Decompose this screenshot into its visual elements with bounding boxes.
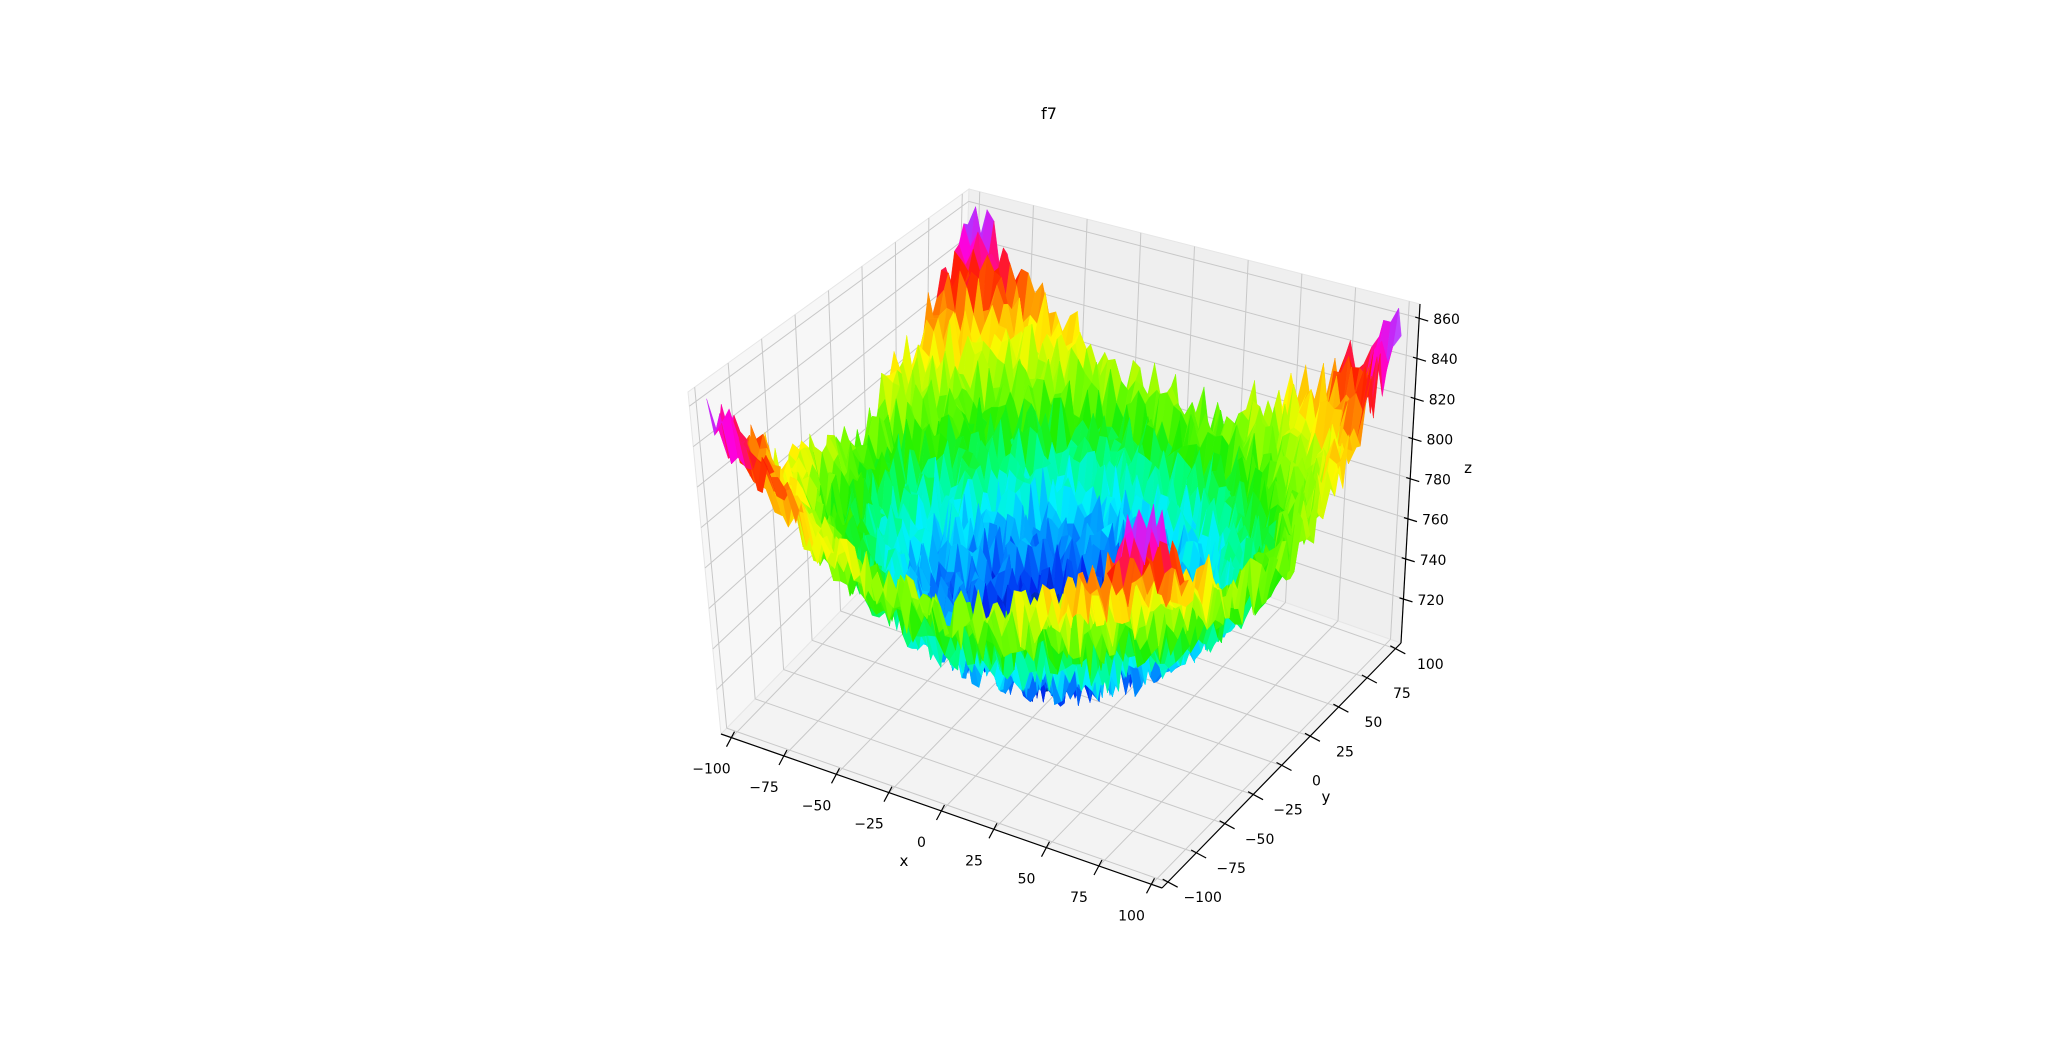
surface [706, 206, 1402, 708]
grid-line-y-floor [754, 698, 1197, 854]
grid-line-y-floor [783, 669, 1225, 825]
tick-labels: −100 −75 −50 −25 0 25 50 75 100 −100 −75 −50 −25 0 25 5… [692, 312, 1460, 924]
y-tick-mark [1361, 674, 1378, 684]
y-tick-mark [1276, 761, 1292, 772]
z-tick-mark [1410, 396, 1424, 402]
y-tick-label: −100 [1183, 890, 1221, 906]
z-tick-label: 800 [1426, 432, 1453, 448]
x-tick-label: −25 [854, 817, 884, 833]
axis-lines [720, 303, 1429, 894]
x-tick-mark [830, 768, 841, 784]
y-tick-mark [1390, 645, 1406, 655]
y-tick-mark [1247, 791, 1264, 801]
x-tick-mark [935, 804, 946, 821]
z-tick-mark [1403, 517, 1418, 523]
x-tick-label: −100 [692, 762, 730, 778]
y-axis-label: y [1322, 788, 1331, 806]
grid-line-z-left [689, 200, 969, 407]
y-tick-label: −50 [1245, 832, 1275, 848]
z-tick-mark [1399, 597, 1413, 603]
x-tick-label: −75 [749, 780, 779, 796]
x-tick-mark [778, 749, 788, 766]
x-tick-mark [883, 786, 893, 802]
y-tick-mark [1333, 703, 1349, 713]
grid-line-y-floor [811, 639, 1254, 796]
x-tick-label: −50 [802, 798, 832, 814]
y-tick-label: −25 [1273, 803, 1303, 819]
z-tick-label: 820 [1429, 392, 1456, 408]
x-tick-label: 75 [1070, 890, 1088, 906]
z-axis-line [1400, 303, 1421, 644]
surface-facet [1143, 504, 1154, 562]
x-tick-label: 100 [1118, 908, 1145, 924]
z-tick-label: 720 [1417, 593, 1444, 609]
y-tick-label: 25 [1336, 744, 1354, 760]
grid-line-x-wall [1390, 301, 1410, 640]
grid-line-z-left [692, 236, 968, 448]
z-tick-label: 780 [1424, 473, 1451, 489]
z-tick-label: 760 [1422, 513, 1449, 529]
y-tick-label: 75 [1393, 686, 1411, 702]
grid-line-z-back [968, 200, 1420, 319]
z-tick-label: 840 [1431, 352, 1458, 368]
x-tick-label: 50 [1018, 872, 1036, 888]
z-axis-label: z [1464, 459, 1472, 477]
y-tick-label: 50 [1364, 715, 1382, 731]
z-tick-label: 860 [1433, 312, 1460, 328]
z-tick-mark [1401, 557, 1415, 563]
x-tick-label: 25 [965, 853, 983, 869]
y-tick-mark [1304, 732, 1321, 742]
x-tick-mark [1093, 859, 1103, 876]
x-tick-mark [988, 823, 998, 839]
y-tick-mark [1219, 820, 1235, 830]
chart-title: f7 [1041, 104, 1057, 123]
y-tick-mark [1190, 849, 1207, 859]
x-tick-label: 0 [917, 835, 926, 851]
z-tick-mark [1406, 476, 1420, 483]
z-tick-mark [1415, 316, 1429, 322]
z-tick-mark [1412, 356, 1427, 362]
x-tick-mark [725, 731, 736, 747]
y-tick-mark [1162, 878, 1178, 888]
z-tick-label: 740 [1420, 553, 1447, 569]
grid-line-z-back [967, 236, 1418, 359]
y-tick-label: −75 [1216, 861, 1246, 877]
x-tick-mark [1040, 841, 1051, 857]
y-tick-label: 100 [1417, 657, 1444, 673]
y-tick-label: 0 [1312, 774, 1321, 790]
z-tick-mark [1408, 436, 1422, 442]
grid-line-y-wall [694, 387, 728, 729]
x-axis-label: x [900, 852, 909, 870]
grid-line-y-floor [726, 727, 1168, 883]
x-tick-mark [1145, 878, 1156, 894]
